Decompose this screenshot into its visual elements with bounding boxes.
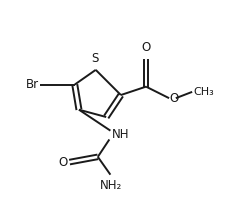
Text: O: O — [58, 156, 68, 169]
Text: S: S — [91, 52, 98, 65]
Text: O: O — [169, 92, 178, 105]
Text: NH₂: NH₂ — [100, 179, 123, 192]
Text: Br: Br — [25, 78, 38, 91]
Text: O: O — [142, 41, 151, 54]
Text: CH₃: CH₃ — [193, 87, 214, 97]
Text: NH: NH — [112, 128, 130, 141]
